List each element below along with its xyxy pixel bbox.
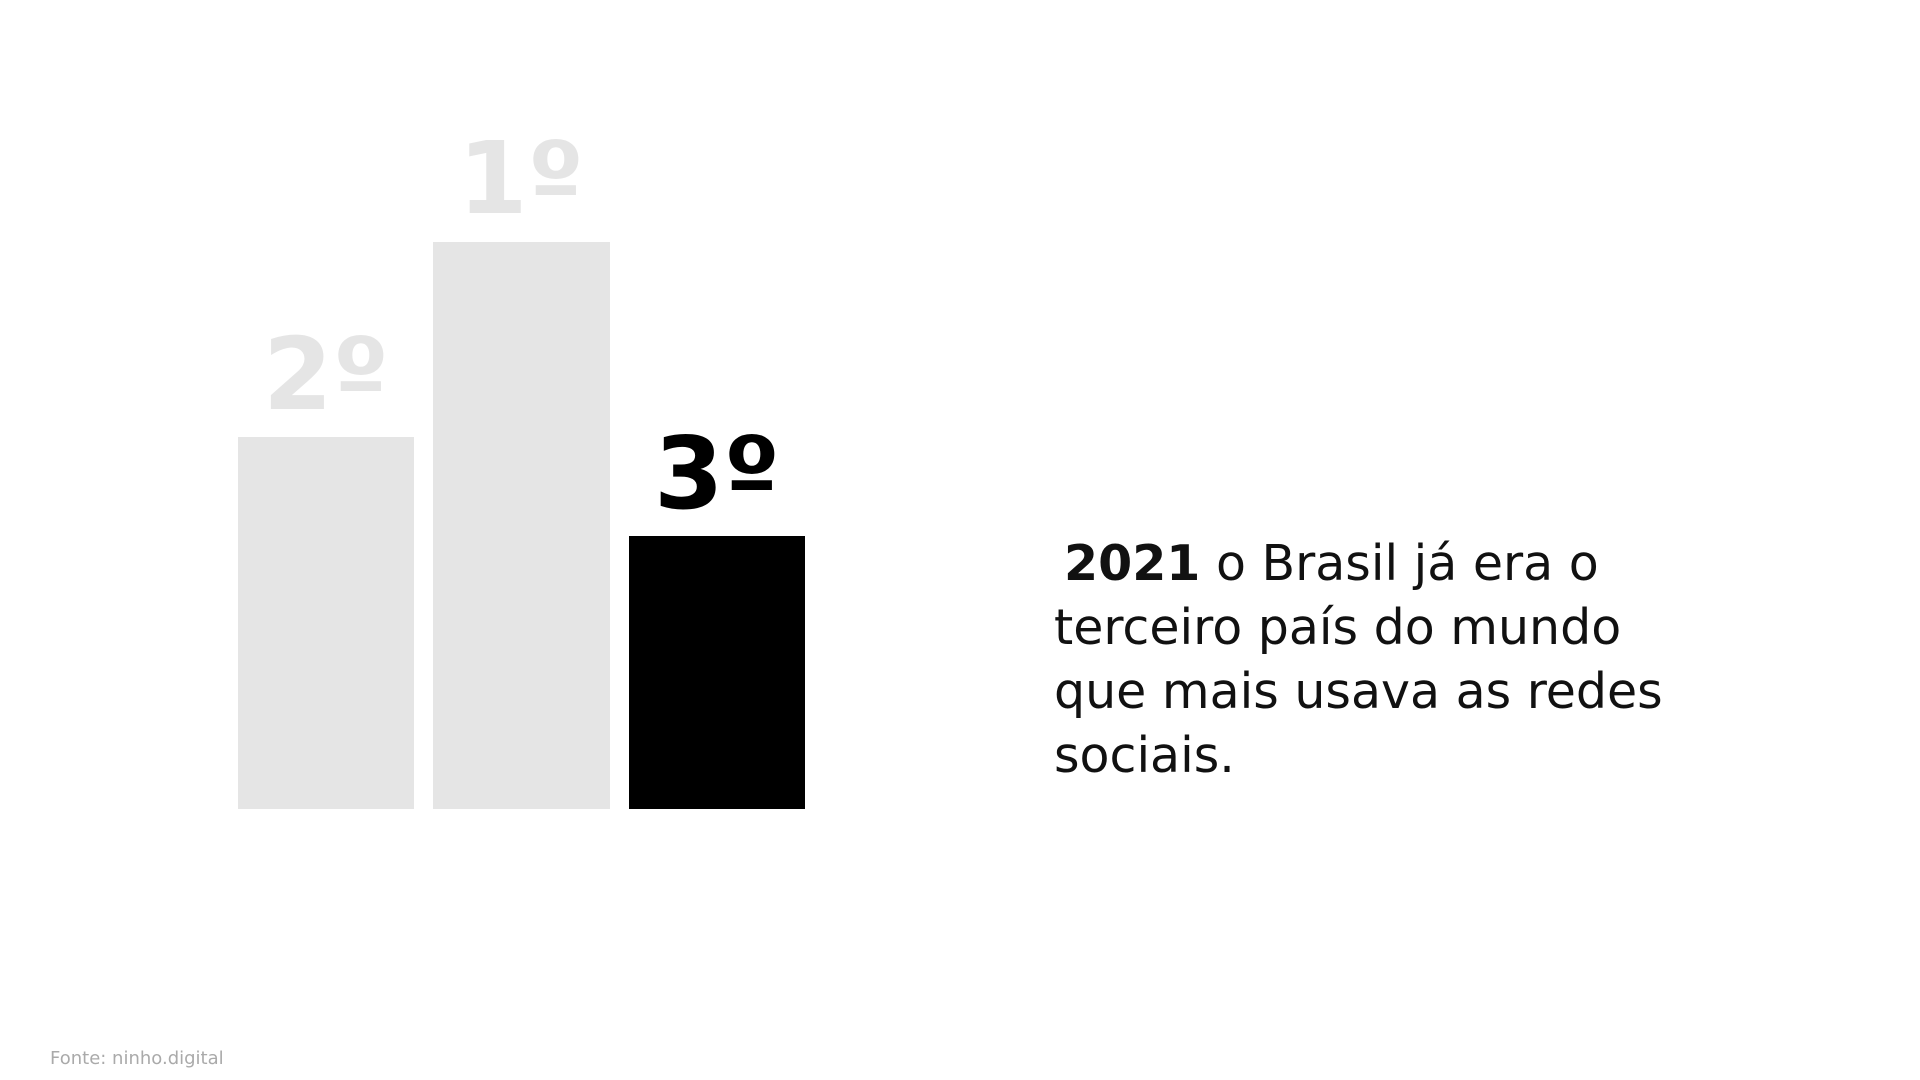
- podium-label: 1º: [458, 120, 584, 237]
- statement-text: o Brasil já era o terceiro país do mundo…: [1054, 535, 1663, 784]
- podium-step-first: [433, 242, 610, 809]
- podium-step-second: [238, 437, 414, 809]
- statement-highlight: 2021: [1064, 535, 1201, 592]
- source: Fonte: ninho.digital: [50, 1048, 224, 1069]
- podium-label: 3º: [654, 415, 780, 532]
- statement: 2021 o Brasil já era o terceiro país do …: [1054, 532, 1694, 788]
- podium-label: 2º: [263, 316, 389, 433]
- podium-step-third: [629, 536, 805, 809]
